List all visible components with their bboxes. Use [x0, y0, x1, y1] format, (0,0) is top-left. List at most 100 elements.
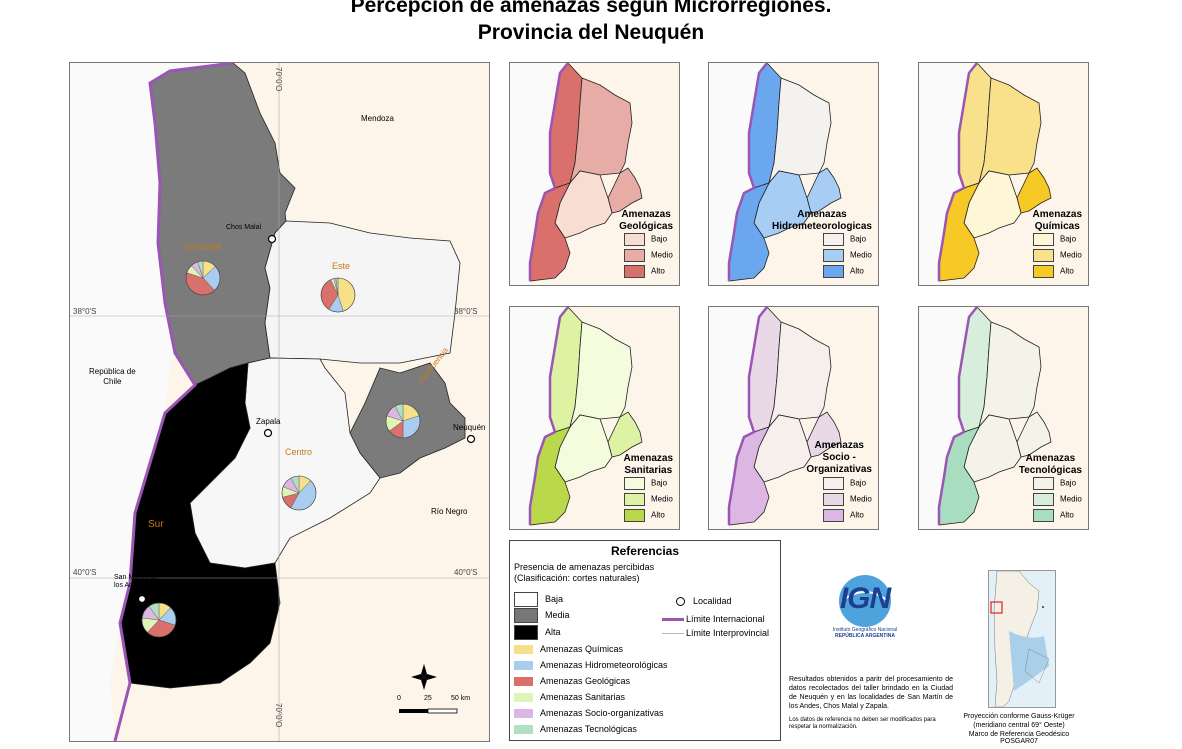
amenaza-label: Amenazas Tecnológicas [540, 724, 637, 734]
small-legend-medio-quim: Medio [1033, 249, 1082, 262]
region-este [264, 220, 461, 364]
amenaza-label: Amenazas Hidrometeorológicas [540, 660, 668, 670]
graticule-lat40-right: 40°0'S [454, 568, 478, 577]
locality-zapala-icon [263, 428, 273, 438]
locality-san-martin: San Martín de los Andes [114, 574, 158, 589]
small-map-quim: Amenazas Químicas Bajo Medio Alto [918, 62, 1089, 286]
locality-zapala: Zapala [256, 417, 281, 426]
legend-media: Media [514, 608, 570, 623]
small-legend-swatch-bajo-quim [1033, 233, 1054, 246]
international-boundary-geo [528, 63, 569, 281]
international-boundary-socio [727, 307, 768, 525]
small-legend-alto-tecno: Alto [1033, 509, 1074, 522]
place-rio-negro: Río Negro [431, 507, 468, 516]
pie-chart-confluencia [385, 403, 421, 439]
small-legend-label-alto: Alto [1060, 510, 1074, 520]
region-label-sur: Sur [148, 519, 164, 530]
small-legend-label-bajo: Bajo [651, 478, 668, 488]
locality-chos-malal-icon [267, 234, 277, 244]
international-boundary-tecno [937, 307, 978, 525]
region-confluencia-geo [607, 167, 643, 214]
locator-map [988, 570, 1056, 708]
small-legend-alto-hidro: Alto [823, 265, 864, 278]
legend-media-swatch [514, 608, 538, 623]
small-legend-swatch-bajo-sani [624, 477, 645, 490]
small-map-title-quim: Amenazas Químicas [1032, 209, 1082, 232]
small-map-socio: Amenazas Socio - Organizativas Bajo Medio A… [708, 306, 879, 530]
map-title: Percepción de amenazas según Microrregio… [350, 0, 832, 17]
main-map-canvas [70, 63, 489, 741]
international-boundary-sani [528, 307, 569, 525]
graticule-lon-top: 70°0'O [274, 67, 283, 92]
chile-area-geo [510, 63, 568, 285]
amenaza-swatch [514, 677, 533, 687]
amenaza-label: Amenazas Geológicas [540, 676, 631, 686]
small-legend-swatch-medio-sani [624, 493, 645, 506]
small-legend-swatch-alto-socio [823, 509, 844, 522]
small-map-title-tecno: Amenazas Tecnológicas [1018, 453, 1082, 476]
legend-media-label: Media [545, 609, 570, 620]
legend-localidad: Localidad [676, 596, 732, 607]
amenaza-label: Amenazas Sanitarias [540, 692, 626, 702]
legend-limite-interprovincial: Límite Interprovincial [662, 628, 769, 638]
amenaza-legend-row: Amenazas Hidrometeorológicas [514, 660, 668, 671]
amenaza-swatch [514, 645, 533, 655]
international-boundary-hidro [727, 63, 768, 281]
chile-area-sani [510, 307, 568, 529]
amenaza-legend-row: Amenazas Sanitarias [514, 692, 626, 703]
small-legend-alto-geo: Alto [624, 265, 665, 278]
region-label-este: Este [332, 261, 351, 271]
references-subtitle: Presencia de amenazas percibidas (Clasif… [514, 562, 655, 583]
international-boundary-quim [937, 63, 978, 281]
small-legend-alto-socio: Alto [823, 509, 864, 522]
chile-area-hidro [709, 63, 767, 285]
small-map-sani: Amenazas Sanitarias Bajo Medio Alto [509, 306, 680, 530]
small-legend-medio-hidro: Medio [823, 249, 872, 262]
locality-neuquen: Neuquén [453, 423, 486, 432]
small-legend-label-alto: Alto [651, 510, 665, 520]
ign-logo: IGN Instituto Geográfico Nacional REPÚBL… [822, 575, 908, 641]
small-map-title-hidro: Amenazas Hidrometeorologicas [771, 209, 872, 232]
small-legend-label-alto: Alto [850, 510, 864, 520]
amenaza-label: Amenazas Químicas [540, 644, 624, 654]
north-arrow-icon [411, 664, 437, 690]
graticule-lat40-left: 40°0'S [73, 568, 97, 577]
small-map-tecno: Amenazas Tecnológicas Bajo Medio Alto [918, 306, 1089, 530]
graticule-lat38-right: 38°0'S [454, 307, 478, 316]
small-legend-swatch-alto-quim [1033, 265, 1054, 278]
legend-limite-internacional: Límite Internacional [662, 614, 765, 624]
small-legend-swatch-alto-geo [624, 265, 645, 278]
references-panel: Referencias Presencia de amenazas percib… [509, 540, 781, 741]
ign-logo-text: IGN [839, 582, 891, 615]
small-legend-bajo-tecno: Bajo [1033, 477, 1076, 490]
small-legend-swatch-medio-tecno [1033, 493, 1054, 506]
projection-line2: (meridiano central 69° Oeste) [973, 722, 1065, 729]
main-map: Mendoza República de Chile Río Negro Cho… [69, 62, 490, 742]
small-legend-label-bajo: Bajo [850, 478, 867, 488]
small-map-canvas-tecno [919, 307, 1052, 529]
map-subtitle: Provincia del Neuquén [477, 21, 705, 44]
normalization-note: Los datos de referencia no deben ser mod… [789, 717, 936, 730]
small-legend-swatch-alto-tecno [1033, 509, 1054, 522]
ign-logo-line1: Instituto Geográfico Nacional [832, 627, 898, 633]
small-legend-medio-sani: Medio [624, 493, 673, 506]
legend-alta: Alta [514, 625, 561, 640]
small-legend-swatch-bajo-hidro [823, 233, 844, 246]
small-legend-swatch-medio-geo [624, 249, 645, 262]
region-label-centro: Centro [285, 447, 313, 457]
small-legend-swatch-medio-hidro [823, 249, 844, 262]
small-legend-label-alto: Alto [651, 266, 665, 276]
scale-label-zero: 0 [397, 695, 401, 702]
ign-logo-line2: REPÚBLICA ARGENTINA [835, 633, 895, 639]
small-legend-swatch-alto-hidro [823, 265, 844, 278]
legend-alta-swatch [514, 625, 538, 640]
small-map-canvas-hidro [709, 63, 842, 285]
references-title: Referencias [610, 544, 680, 558]
small-legend-label-alto: Alto [850, 266, 864, 276]
chile-area-tecno [919, 307, 977, 529]
graticule-lon-bottom: 70°0'O [274, 703, 283, 728]
region-confluencia-sani [607, 411, 643, 458]
small-legend-medio-tecno: Medio [1033, 493, 1082, 506]
locality-chos-malal: Chos Malal [226, 224, 262, 231]
place-chile: República de Chile [89, 367, 136, 386]
